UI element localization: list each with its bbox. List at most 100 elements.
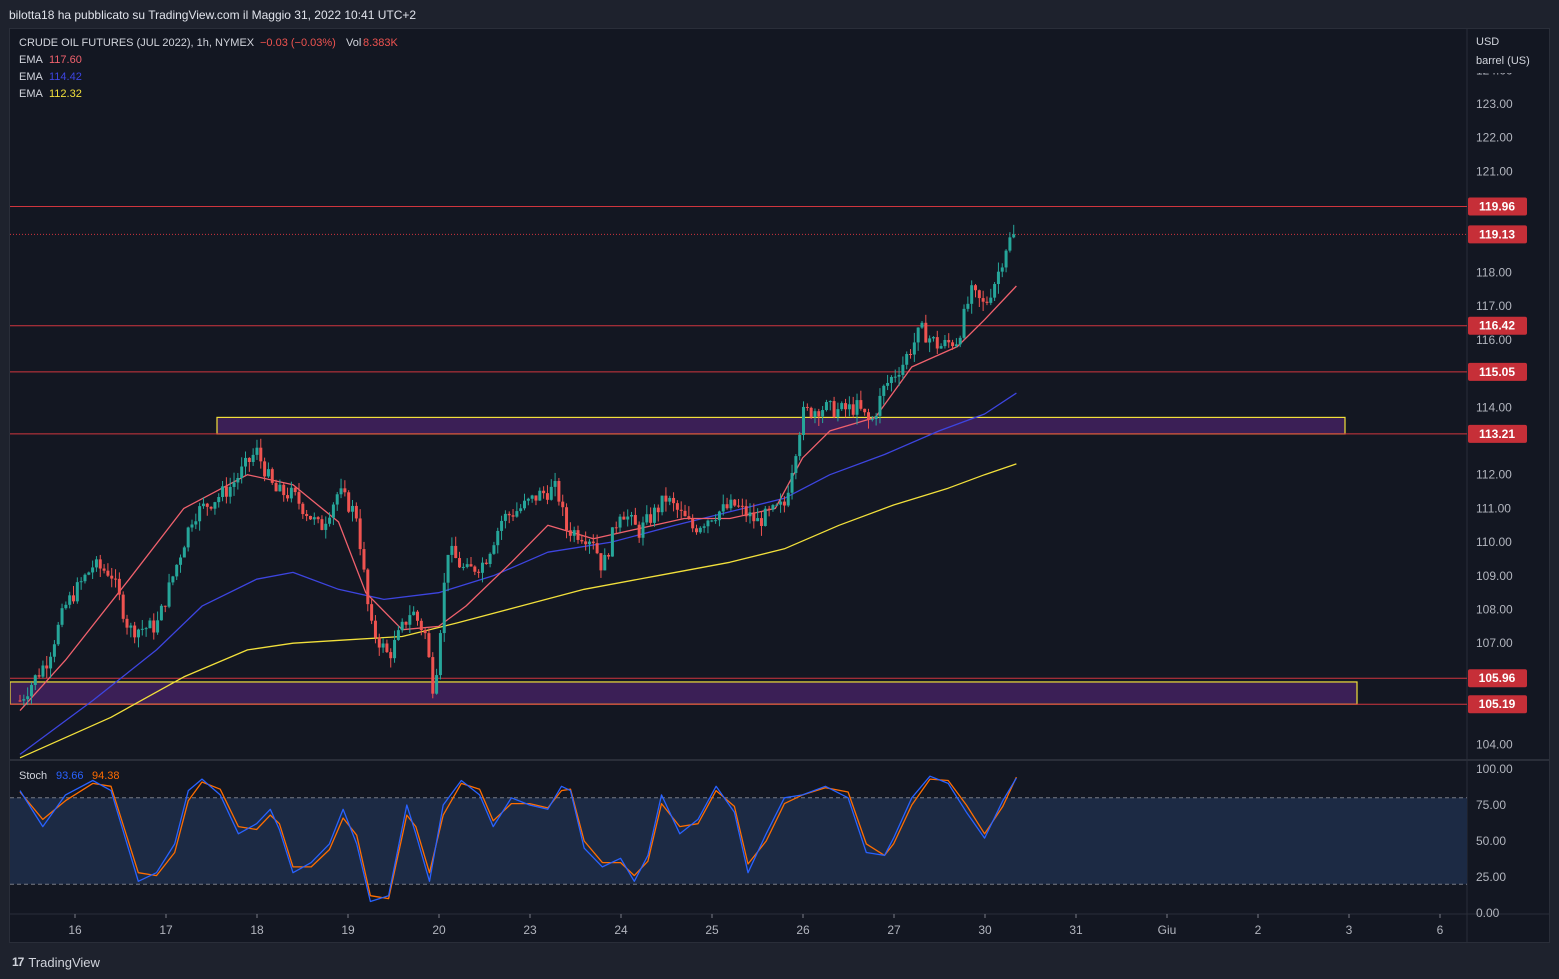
publication-text: bilotta18 ha pubblicato su TradingView.c…	[9, 8, 417, 22]
candle-body	[717, 511, 721, 521]
axis-unit-bg	[1468, 29, 1548, 73]
candle-body	[136, 629, 140, 638]
time-axis[interactable]: 16 17 18 19 20 23 24 25 26 27 30 31 Giu 2 3 6	[68, 914, 1444, 937]
candle-body	[102, 568, 106, 571]
candle-body	[905, 354, 909, 365]
candle-body	[29, 685, 33, 697]
candle-body	[603, 554, 607, 571]
ema-mid-line	[19, 392, 1017, 755]
chart-frame[interactable]: 124.00123.00122.00121.00118.00117.00116.…	[9, 28, 1550, 943]
price-tick-label: 122.00	[1476, 131, 1513, 145]
candle-body	[435, 675, 439, 694]
candle-body	[259, 447, 263, 462]
candle-body	[702, 526, 706, 528]
support-zone	[10, 681, 1358, 705]
candle-body	[664, 495, 668, 502]
candle-body	[159, 605, 163, 621]
candle-body	[431, 657, 435, 694]
candle-body	[335, 494, 339, 505]
volume-value: 8.383K	[363, 37, 399, 49]
support-zones	[10, 416, 1358, 705]
candle-body	[144, 628, 148, 630]
grid	[10, 29, 1549, 942]
stochastic-pane	[10, 775, 1467, 903]
candle-body	[954, 344, 958, 347]
candle-body	[821, 410, 825, 417]
time-tick-label: 25	[705, 923, 719, 937]
candle-body	[744, 506, 748, 517]
candle-body	[706, 520, 710, 527]
candle-body	[60, 608, 64, 625]
candle-body	[889, 376, 893, 383]
price-chart[interactable]: 124.00123.00122.00121.00118.00117.00116.…	[10, 29, 1549, 942]
candle-body	[171, 576, 175, 583]
candle-body	[301, 503, 305, 515]
candle-body	[557, 481, 561, 502]
time-tick-label: 3	[1346, 923, 1353, 937]
candle-body	[866, 412, 870, 420]
candle-body	[958, 337, 962, 345]
time-tick-label: 16	[68, 923, 82, 937]
candle-body	[996, 271, 1000, 285]
level-badge-label: 116.42	[1479, 319, 1515, 333]
ema-value: 114.42	[49, 71, 82, 83]
candle-body	[641, 522, 645, 538]
ema-value: 112.32	[49, 88, 82, 100]
candle-body	[748, 512, 752, 517]
ema-slow-line	[19, 463, 1017, 759]
candle-body	[461, 566, 465, 568]
candle-body	[351, 505, 355, 512]
candle-body	[129, 625, 133, 628]
level-badge	[1468, 695, 1527, 714]
candle-body	[584, 541, 588, 545]
candle-body	[752, 512, 756, 522]
candle-body	[790, 472, 794, 493]
time-tick-label: 6	[1437, 923, 1444, 937]
candle-body	[328, 517, 332, 524]
candle-body	[373, 620, 377, 638]
time-tick-label: 31	[1069, 923, 1083, 937]
price-tick-label: 112.00	[1476, 468, 1512, 482]
candle-body	[194, 521, 198, 525]
candle-body	[782, 501, 786, 506]
candle-body	[22, 699, 26, 701]
candle-body	[492, 545, 496, 554]
candle-body	[526, 498, 530, 501]
tradingview-logo-icon: 17	[12, 955, 24, 969]
price-axis[interactable]: 124.00123.00122.00121.00118.00117.00116.…	[1468, 29, 1548, 920]
candle-body	[331, 504, 335, 518]
candle-body	[198, 506, 202, 522]
candle-body	[496, 530, 500, 546]
candle-body	[167, 582, 171, 607]
candle-body	[469, 564, 473, 567]
level-badge-label: 113.21	[1479, 427, 1515, 441]
candle-body	[645, 514, 649, 523]
candles	[18, 224, 1016, 706]
candle-body	[297, 492, 301, 504]
time-tick-label: Giu	[1158, 923, 1177, 937]
candle-body	[912, 342, 916, 355]
horizontal-levels[interactable]	[10, 205, 1467, 705]
candle-body	[316, 517, 320, 520]
candle-body	[75, 582, 79, 602]
candle-body	[37, 675, 41, 677]
level-badge	[1468, 225, 1527, 244]
candle-body	[553, 481, 557, 487]
tradingview-logo[interactable]: 17 TradingView	[12, 953, 100, 971]
candle-body	[133, 625, 137, 638]
candle-body	[607, 554, 611, 557]
candle-body	[465, 564, 469, 567]
axis-unit: barrel (US)	[1476, 55, 1530, 67]
candle-body	[668, 497, 672, 502]
candle-body	[882, 385, 886, 396]
candle-body	[538, 490, 542, 501]
candle-body	[660, 495, 664, 513]
ema-fast-line	[19, 285, 1017, 712]
stoch-tick-label: 50.00	[1476, 834, 1506, 848]
level-badge-label: 105.19	[1479, 697, 1516, 711]
candle-body	[98, 559, 102, 569]
candle-body	[205, 503, 209, 507]
candle-body	[981, 298, 985, 302]
candle-body	[622, 516, 626, 520]
candle-body	[656, 507, 660, 513]
